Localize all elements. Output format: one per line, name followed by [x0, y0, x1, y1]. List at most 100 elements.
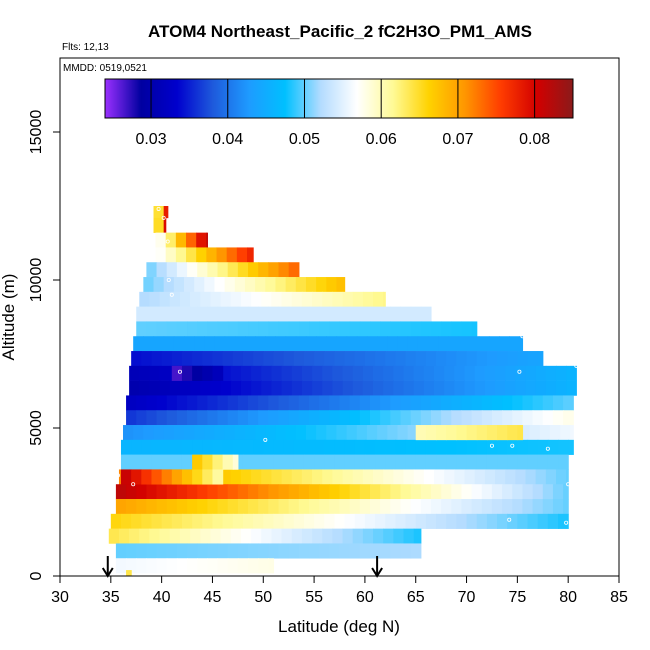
- heatmap-cell: [187, 499, 198, 515]
- heatmap-cell: [547, 513, 559, 529]
- heatmap-cell: [481, 395, 493, 411]
- heatmap-cell: [319, 410, 330, 426]
- heatmap-cell: [227, 395, 239, 411]
- heatmap-cell: [288, 484, 300, 500]
- heatmap-cell: [197, 395, 208, 411]
- heatmap-cell: [375, 439, 386, 455]
- heatmap-cell: [184, 425, 195, 441]
- heatmap-cell: [206, 247, 218, 263]
- heatmap-cell: [458, 336, 470, 352]
- flights-label: Flts: 12,13: [62, 42, 109, 53]
- heatmap-cell: [444, 365, 455, 381]
- heatmap-cell: [566, 365, 577, 381]
- heatmap-cell: [146, 321, 158, 337]
- heatmap-cell: [400, 395, 412, 411]
- heatmap-cell: [334, 513, 346, 529]
- heatmap-cell: [126, 543, 137, 559]
- heatmap-cell: [265, 336, 277, 352]
- heatmap-cell: [268, 484, 280, 500]
- heatmap-cell: [251, 380, 262, 396]
- heatmap-cell: [563, 395, 574, 411]
- heatmap-cell: [288, 262, 300, 278]
- heatmap-cell: [509, 336, 520, 352]
- heatmap-cell: [278, 321, 290, 337]
- x-tick-label: 35: [102, 589, 120, 606]
- heatmap-cell: [181, 351, 193, 367]
- heatmap-cell: [278, 484, 290, 500]
- heatmap-cell: [451, 499, 463, 515]
- heatmap-cell: [115, 499, 127, 515]
- heatmap-cell: [542, 499, 554, 515]
- heatmap-cell: [232, 454, 239, 470]
- heatmap-cell: [380, 321, 391, 337]
- heatmap-cell: [448, 336, 460, 352]
- heatmap-cell: [420, 321, 432, 337]
- heatmap-cell: [454, 365, 466, 381]
- heatmap-cell: [425, 513, 437, 529]
- heatmap-cell: [476, 513, 488, 529]
- heatmap-cell: [359, 484, 371, 500]
- heatmap-cell: [403, 380, 415, 396]
- heatmap-cell: [166, 321, 178, 337]
- heatmap-cell: [464, 380, 476, 396]
- heatmap-cell: [545, 469, 557, 485]
- heatmap-cell: [560, 425, 571, 441]
- heatmap-cell: [359, 395, 371, 411]
- heatmap-cell: [466, 513, 478, 529]
- heatmap-cell: [532, 484, 544, 500]
- heatmap-cell: [151, 439, 163, 455]
- heatmap-cell: [319, 321, 330, 337]
- heatmap-cell: [227, 410, 239, 426]
- heatmap-cell: [352, 380, 364, 396]
- heatmap-cell: [227, 499, 239, 515]
- flight-marker: [510, 443, 515, 448]
- y-tick-label: 0: [28, 571, 45, 580]
- heatmap-cell: [349, 410, 361, 426]
- heatmap-cell: [301, 380, 313, 396]
- heatmap-cell: [275, 277, 287, 293]
- heatmap-cell: [461, 410, 473, 426]
- heatmap-cell: [505, 380, 516, 396]
- heatmap-cell: [176, 395, 188, 411]
- heatmap-cell: [192, 439, 203, 455]
- heatmap-cell: [136, 499, 147, 515]
- heatmap-cell: [549, 425, 561, 441]
- heatmap-cell: [537, 439, 549, 455]
- heatmap-cell: [230, 291, 242, 307]
- heatmap-cell: [293, 439, 305, 455]
- heatmap-cell: [441, 321, 452, 337]
- heatmap-cell: [352, 291, 364, 307]
- heatmap-cell: [558, 439, 569, 455]
- heatmap-cell: [263, 351, 275, 367]
- heatmap-cell: [298, 543, 310, 559]
- heatmap-cell: [298, 306, 310, 322]
- heatmap-cell: [395, 454, 407, 470]
- heatmap-cell: [375, 351, 386, 367]
- heatmap-cell: [532, 410, 544, 426]
- heatmap-cell: [369, 484, 381, 500]
- heatmap-cell: [430, 484, 442, 500]
- heatmap-cell: [171, 439, 183, 455]
- heatmap-cell: [436, 513, 447, 529]
- colorbar-tick-label: 0.05: [289, 131, 320, 148]
- heatmap-cell: [566, 380, 577, 396]
- heatmap-cell: [220, 528, 232, 544]
- heatmap-cell: [220, 469, 232, 485]
- heatmap-cell: [369, 306, 381, 322]
- heatmap-cell: [206, 232, 208, 248]
- heatmap-cell: [420, 499, 432, 515]
- heatmap-cell: [139, 291, 151, 307]
- heatmap-cell: [240, 365, 252, 381]
- heatmap-cell: [420, 484, 432, 500]
- heatmap-cell: [454, 469, 466, 485]
- heatmap-cell: [176, 410, 188, 426]
- heatmap-cell: [415, 513, 427, 529]
- heatmap-cell: [288, 499, 300, 515]
- heatmap-cell: [324, 513, 336, 529]
- heatmap-cell: [512, 499, 524, 515]
- heatmap-cell: [407, 425, 419, 441]
- heatmap-cell: [202, 365, 214, 381]
- heatmap-cell: [108, 528, 120, 544]
- heatmap-cell: [390, 484, 402, 500]
- heatmap-cell: [261, 365, 272, 381]
